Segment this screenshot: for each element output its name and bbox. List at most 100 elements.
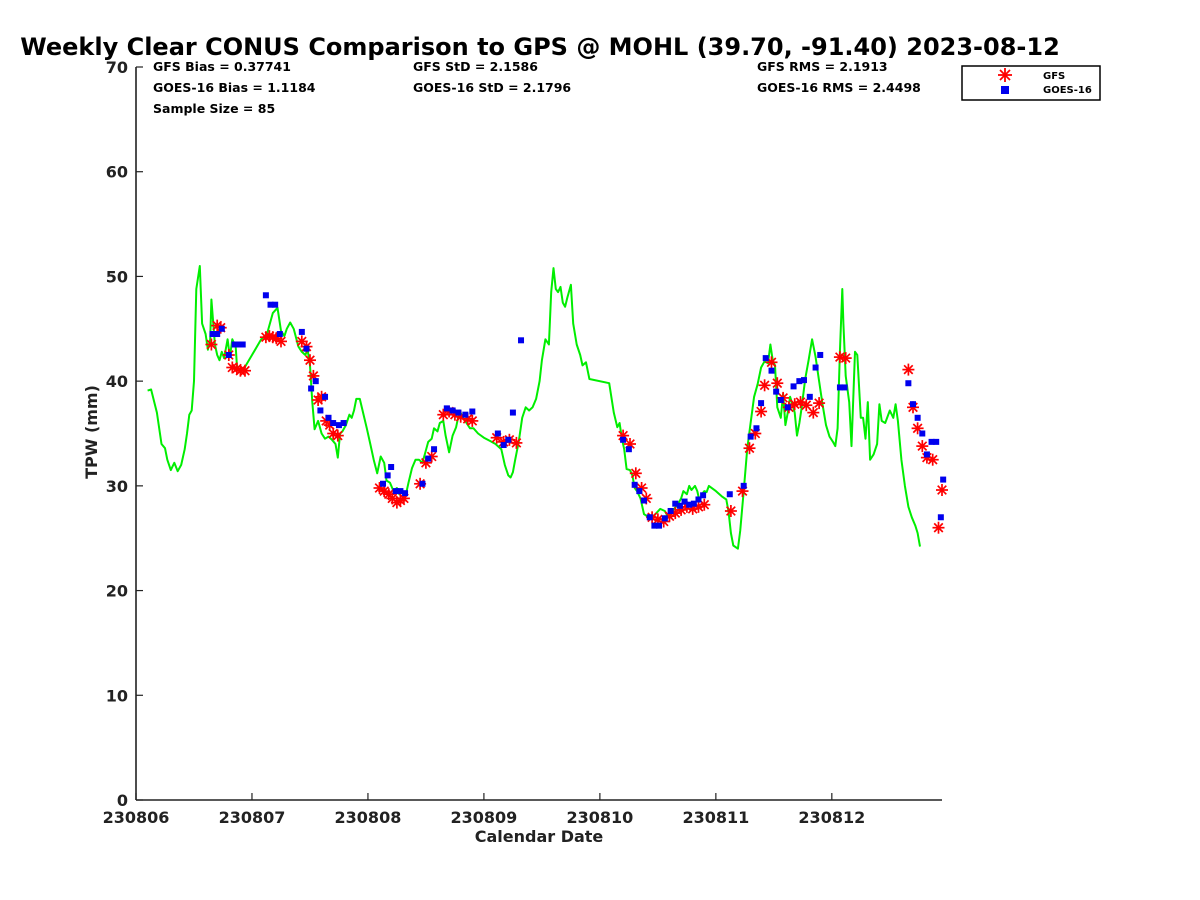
goes16-point	[308, 385, 315, 392]
goes16-point	[298, 328, 305, 335]
goes16-point	[667, 507, 674, 514]
goes16-point	[262, 292, 269, 299]
goes16-point	[806, 393, 813, 400]
y-tick-label: 0	[117, 791, 128, 810]
goes16-point	[239, 341, 246, 348]
goes16-point	[214, 331, 221, 338]
gfs-point	[724, 505, 737, 517]
y-tick-label: 50	[106, 267, 128, 286]
stats-block: GFS Bias = 0.37741 GOES-16 Bias = 1.1184…	[153, 59, 921, 116]
goes16-point	[397, 488, 404, 495]
x-tick-label: 230812	[798, 808, 865, 827]
gfs-point	[743, 442, 756, 455]
goes16-point	[940, 476, 947, 483]
x-tick-label: 230809	[451, 808, 518, 827]
y-tick-label: 20	[106, 582, 128, 601]
goes16-point	[676, 502, 683, 509]
y-tick-label: 10	[106, 686, 128, 705]
goes16-point	[910, 401, 917, 408]
y-tick-label: 40	[106, 372, 128, 391]
goes16-point	[726, 491, 733, 498]
goes16-point	[235, 341, 242, 348]
goes16-point	[686, 501, 693, 508]
goes16-point	[690, 500, 697, 507]
goes16-point	[231, 341, 238, 348]
goes16-point	[209, 331, 216, 338]
goes16-point	[402, 490, 409, 497]
goes16-point	[325, 414, 332, 421]
x-tick-label: 230806	[103, 808, 170, 827]
gfs-point	[800, 399, 813, 412]
gfs-point	[755, 405, 768, 418]
goes16-point	[625, 446, 632, 453]
legend-gfs-marker	[998, 68, 1012, 82]
goes16-point	[762, 355, 769, 362]
goes16-point	[646, 514, 653, 521]
goes16-point	[317, 407, 324, 414]
legend-goes16-label: GOES-16	[1043, 85, 1092, 96]
goes16-point	[218, 325, 225, 332]
y-axis-label: TPW (mm)	[82, 385, 101, 479]
goes16-point	[928, 438, 935, 445]
goes16-point	[640, 497, 647, 504]
legend-gfs-label: GFS	[1043, 71, 1065, 82]
goes16-point	[905, 380, 912, 387]
stat-gfs-std: GFS StD = 2.1586	[413, 59, 538, 74]
goes16-point	[384, 472, 391, 479]
stat-gfs-bias: GFS Bias = 0.37741	[153, 59, 291, 74]
gfs-point	[839, 352, 852, 365]
legend-box	[961, 65, 1101, 101]
legend-goes16-marker	[1001, 86, 1009, 94]
gfs-point	[205, 338, 218, 351]
goes16-point	[672, 500, 679, 507]
goes16-point	[937, 514, 944, 521]
gfs-point	[902, 363, 915, 376]
goes16-point	[267, 301, 274, 308]
goes16-point	[303, 345, 310, 352]
goes16-point	[777, 396, 784, 403]
goes16-point	[443, 405, 450, 412]
goes16-point	[225, 351, 232, 358]
goes16-point	[431, 446, 438, 453]
y-tick-label: 60	[106, 163, 128, 182]
goes16-point	[768, 367, 775, 374]
gfs-point	[304, 354, 316, 367]
goes16-point	[518, 337, 525, 344]
goes16-point	[620, 436, 627, 443]
gfs-point	[916, 440, 929, 453]
x-axis-label: Calendar Date	[475, 827, 604, 846]
goes16-point	[914, 414, 921, 421]
gfs-point	[510, 436, 523, 449]
gfs-point	[807, 406, 820, 419]
goes16-point	[817, 351, 824, 358]
gfs-point	[758, 379, 771, 392]
chart-title: Weekly Clear CONUS Comparison to GPS @ M…	[20, 33, 1060, 61]
gfs-point	[466, 414, 479, 427]
goes16-point	[419, 480, 426, 487]
gfs-point	[629, 467, 642, 480]
goes16-point	[753, 425, 760, 432]
goes16-point	[933, 438, 940, 445]
goes16-point	[700, 492, 707, 499]
gfs-point	[813, 397, 826, 410]
goes16-point	[330, 420, 337, 427]
goes16-point	[923, 451, 930, 458]
stat-goes16-bias: GOES-16 Bias = 1.1184	[153, 80, 316, 95]
goes16-point	[322, 393, 329, 400]
goes16-point	[312, 378, 319, 385]
goes16-point	[335, 422, 342, 429]
goes16-point	[449, 407, 456, 414]
stat-goes16-rms: GOES-16 RMS = 2.4498	[757, 80, 921, 95]
goes16-point	[919, 430, 926, 437]
goes16-point	[388, 464, 395, 471]
goes16-point	[681, 498, 688, 505]
goes16-point	[636, 488, 643, 495]
goes16-point	[380, 480, 387, 487]
goes16-point	[836, 384, 843, 391]
goes16-point	[773, 388, 780, 395]
gfs-point	[239, 364, 251, 377]
goes16-point	[500, 442, 507, 449]
goes16-point	[812, 364, 819, 371]
stat-sample-size: Sample Size = 85	[153, 101, 275, 116]
goes16-point	[796, 378, 803, 385]
